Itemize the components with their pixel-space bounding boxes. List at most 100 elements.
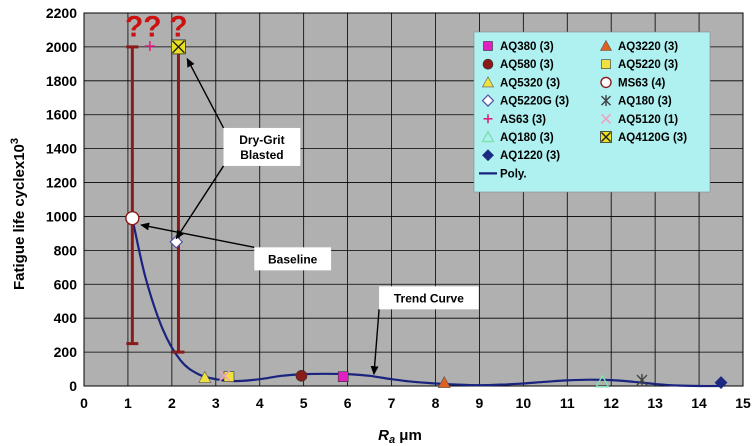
legend-marker — [481, 76, 495, 88]
x-tick-label: 2 — [168, 395, 176, 411]
x-tick-label: 6 — [344, 395, 352, 411]
data-point — [337, 371, 349, 382]
legend-marker — [482, 149, 494, 162]
x-tick-label: 9 — [476, 395, 484, 411]
marker-shape — [599, 39, 613, 51]
annotation-label: Dry-Grit — [239, 133, 284, 147]
y-tick-label: 1600 — [46, 107, 77, 123]
data-point — [595, 374, 610, 388]
marker-shape — [595, 374, 610, 388]
legend-label: AQ3220 (3) — [618, 41, 678, 53]
y-tick-label: 1200 — [46, 175, 77, 191]
marker-shape — [483, 41, 493, 51]
annotation-label: Trend Curve — [394, 291, 464, 305]
marker-stroke — [600, 113, 612, 124]
marker-stroke — [171, 40, 185, 54]
marker-shape — [601, 59, 611, 70]
legend-label: AQ380 (3) — [500, 41, 554, 53]
legend-marker — [599, 39, 613, 51]
x-tick-label: 13 — [647, 395, 663, 411]
marker-shape — [337, 371, 349, 382]
legend-label: AQ180 (3) — [500, 132, 554, 144]
legend-marker — [600, 131, 612, 143]
y-tick-label: 1800 — [46, 73, 77, 89]
annotation-box — [254, 247, 332, 271]
legend-marker — [481, 94, 495, 107]
annotation-label: Baseline — [268, 252, 318, 266]
x-tick-label: 8 — [432, 395, 440, 411]
data-point — [144, 41, 155, 52]
legend-marker — [483, 114, 493, 124]
y-axis-title: Fatigue life cyclex103 — [9, 138, 28, 290]
legend-label: AS63 (3) — [500, 114, 546, 126]
marker-shape — [481, 94, 495, 107]
legend-label: AQ5120 (1) — [618, 114, 678, 126]
legend-box — [473, 31, 711, 193]
y-tick-label: 2000 — [46, 39, 77, 55]
annotation-box — [379, 286, 479, 310]
legend-marker — [483, 41, 493, 51]
data-point — [295, 370, 308, 382]
y-tick-label: 800 — [54, 242, 78, 258]
marker-shape — [295, 370, 308, 382]
x-tick-label: 11 — [560, 395, 575, 411]
x-tick-label: 1 — [124, 395, 132, 411]
annotation-box — [223, 127, 301, 166]
legend-marker — [600, 76, 612, 89]
y-tick-label: 600 — [54, 276, 78, 292]
data-point — [437, 375, 451, 388]
legend-label: AQ1220 (3) — [500, 150, 560, 162]
legend-label: AQ580 (3) — [500, 59, 554, 71]
legend-marker — [482, 58, 494, 70]
x-tick-label: 0 — [80, 395, 88, 411]
y-tick-label: 0 — [69, 378, 77, 394]
annotation-arrow — [186, 57, 225, 129]
marker-stroke — [219, 370, 231, 382]
legend-label: Poly. — [500, 168, 527, 180]
legend-label: MS63 (4) — [618, 77, 665, 89]
y-tick-label: 1400 — [46, 141, 77, 157]
legend-label: AQ5320 (3) — [500, 77, 560, 89]
x-tick-label: 5 — [300, 395, 308, 411]
x-axis-title: Ra μm — [378, 427, 422, 446]
legend-marker — [601, 59, 611, 70]
annotation-arrow — [140, 222, 255, 249]
legend-label: AQ5220G (3) — [500, 96, 569, 108]
marker-shape — [714, 376, 728, 390]
annotation-label: Blasted — [240, 148, 283, 162]
marker-shape — [481, 76, 495, 88]
data-point — [171, 39, 186, 55]
y-tick-label: 2200 — [46, 5, 77, 21]
data-point — [169, 235, 184, 249]
marker-shape — [169, 235, 184, 249]
marker-shape — [482, 58, 494, 70]
x-tick-label: 12 — [603, 395, 619, 411]
data-point — [714, 376, 728, 390]
x-tick-label: 10 — [516, 395, 532, 411]
data-point — [125, 210, 140, 226]
question-mark: ?? — [125, 11, 162, 44]
x-tick-label: 7 — [388, 395, 396, 411]
data-point — [198, 370, 212, 383]
legend-label: AQ4120G (3) — [618, 132, 687, 144]
x-tick-label: 3 — [212, 395, 220, 411]
data-point — [219, 370, 231, 382]
x-tick-label: 4 — [256, 395, 264, 411]
marker-shape — [198, 370, 212, 383]
question-mark: ? — [169, 11, 187, 44]
x-tick-label: 15 — [735, 395, 751, 411]
marker-shape — [600, 76, 612, 89]
legend-marker — [481, 130, 495, 143]
y-tick-label: 200 — [54, 344, 78, 360]
marker-shape — [125, 210, 140, 226]
y-tick-label: 1000 — [46, 208, 77, 224]
marker-shape — [482, 149, 494, 162]
legend-label: AQ5220 (3) — [618, 59, 678, 71]
marker-stroke — [601, 132, 611, 142]
annotation-arrow — [175, 165, 225, 240]
y-tick-label: 400 — [54, 310, 78, 326]
marker-shape — [481, 130, 495, 143]
x-tick-label: 14 — [691, 395, 707, 411]
